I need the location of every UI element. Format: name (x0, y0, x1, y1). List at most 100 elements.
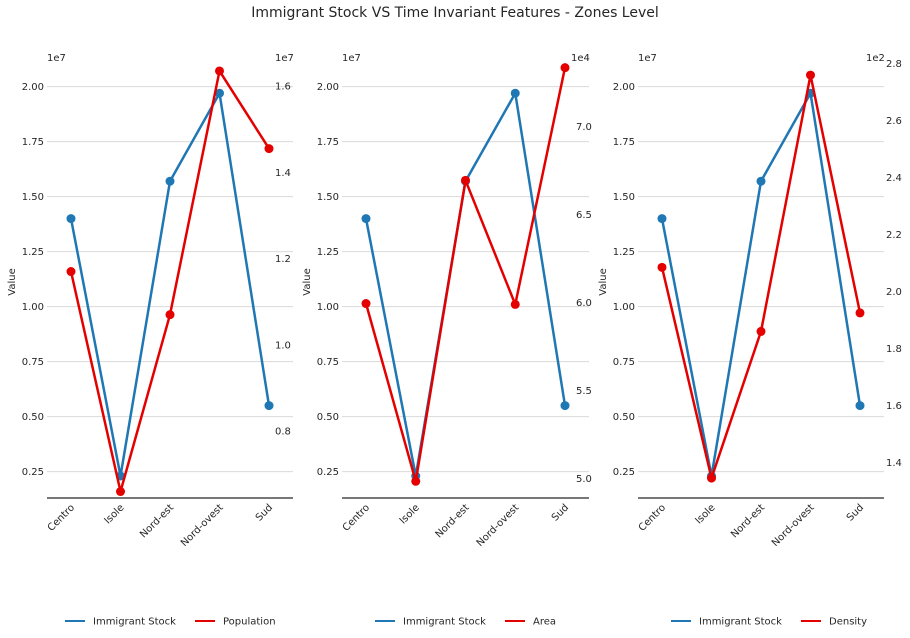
y-offset-left: 1e7 (342, 53, 361, 64)
y-tick-label-right: 6.5 (576, 210, 592, 221)
legend-label: Area (533, 617, 556, 628)
chart-panel-1: 0.25 0.50 0.75 1.00 1.25 1.50 1.75 2.00 0.8 1.0 1.… (7, 53, 294, 628)
series-line-immigrant-stock (364, 91, 567, 478)
data-point-immigrant-stock (361, 214, 371, 224)
x-tick-label: Sud (254, 502, 275, 523)
data-point-area (411, 476, 421, 486)
y-tick-label-right: 5.5 (576, 386, 592, 397)
y-tick-label-left: 1.75 (22, 137, 44, 148)
data-point-population (165, 310, 175, 320)
data-point-immigrant-stock (264, 401, 274, 411)
x-tick-label: Nord-est (729, 502, 767, 540)
legend-label: Density (829, 617, 867, 628)
y-tick-label-right: 5.0 (576, 474, 592, 485)
x-tick-label: Centro (46, 502, 77, 533)
y-offset-left: 1e7 (638, 53, 657, 64)
y-axis-label: Value (7, 268, 18, 295)
y-tick-label-left: 1.50 (613, 192, 635, 203)
y-tick-label-right: 7.0 (576, 122, 592, 133)
y-tick-label-right: 1.2 (275, 254, 291, 265)
data-point-area (560, 63, 570, 73)
y-tick-label-left: 1.00 (317, 302, 339, 313)
x-tick-label: Isole (102, 502, 126, 526)
series-line-population (69, 69, 271, 493)
y-tick-label-left: 1.25 (22, 247, 44, 258)
x-tick-label: Nord-ovest (770, 502, 817, 549)
y-tick-label-left: 0.25 (317, 467, 339, 478)
data-point-immigrant-stock (66, 214, 76, 224)
y-tick-label-left: 0.75 (317, 357, 339, 368)
y-tick-label-right: 6.0 (576, 298, 592, 309)
y-tick-label-right: 2.6 (886, 116, 902, 127)
series-line-density (660, 73, 862, 480)
y-tick-label-right: 1.4 (275, 168, 291, 179)
data-point-area (510, 299, 520, 309)
y-tick-label-left: 2.00 (317, 82, 339, 93)
y-tick-label-right: 1.0 (275, 340, 291, 351)
y-tick-label-right: 1.6 (275, 82, 291, 93)
x-tick-label: Nord-est (138, 502, 176, 540)
data-point-area (461, 175, 470, 185)
legend-label: Immigrant Stock (403, 617, 486, 628)
x-tick-label: Isole (693, 502, 717, 526)
data-point-immigrant-stock (560, 401, 570, 411)
y-tick-label-left: 0.50 (317, 412, 339, 423)
data-point-density (806, 70, 815, 80)
data-point-population (215, 66, 224, 76)
y-tick-label-left: 0.75 (22, 357, 44, 368)
y-tick-label-left: 1.00 (613, 302, 635, 313)
x-tick-label: Sud (845, 502, 866, 523)
y-tick-label-left: 1.00 (22, 302, 44, 313)
y-tick-label-right: 1.6 (886, 401, 902, 412)
x-tick-label: Isole (398, 502, 422, 526)
x-tick-label: Nord-est (434, 502, 472, 540)
y-tick-label-left: 1.25 (317, 247, 339, 258)
y-tick-label-left: 0.25 (22, 467, 44, 478)
y-tick-label-right: 2.8 (886, 59, 902, 70)
legend-label: Immigrant Stock (93, 617, 176, 628)
data-point-area (361, 299, 371, 309)
data-point-density (756, 326, 766, 336)
chart-panel-2: 0.25 0.50 0.75 1.00 1.25 1.50 1.75 2.00 5.0 5.5 6.… (302, 53, 592, 628)
y-axis-label: Value (302, 268, 313, 295)
data-point-density (707, 473, 716, 483)
y-tick-label-left: 1.75 (317, 137, 339, 148)
y-tick-label-right: 1.8 (886, 344, 902, 355)
figure-title: Immigrant Stock VS Time Invariant Featur… (251, 5, 659, 21)
series-line-area (364, 67, 567, 483)
y-tick-label-left: 2.00 (22, 82, 44, 93)
y-tick-label-left: 1.25 (613, 247, 635, 258)
y-tick-label-right: 0.8 (275, 427, 291, 438)
y-tick-label-left: 1.50 (22, 192, 44, 203)
data-point-immigrant-stock (855, 401, 865, 411)
series-line-immigrant-stock (69, 91, 271, 478)
data-point-density (657, 262, 667, 272)
x-tick-label: Nord-ovest (179, 502, 226, 549)
data-point-population (66, 267, 76, 277)
y-offset-left: 1e7 (47, 53, 66, 64)
legend-label: Immigrant Stock (699, 617, 782, 628)
y-tick-label-left: 2.00 (613, 82, 635, 93)
y-tick-label-right: 2.0 (886, 287, 902, 298)
y-tick-label-left: 0.75 (613, 357, 635, 368)
data-point-population (264, 144, 274, 154)
x-tick-label: Centro (637, 502, 668, 533)
y-offset-right: 1e2 (866, 53, 885, 64)
y-tick-label-right: 2.2 (886, 230, 902, 241)
data-point-immigrant-stock (657, 214, 667, 224)
y-tick-label-left: 1.75 (613, 137, 635, 148)
data-point-population (116, 487, 125, 497)
y-tick-label-left: 0.50 (613, 412, 635, 423)
y-tick-label-left: 1.50 (317, 192, 339, 203)
data-point-immigrant-stock (165, 176, 175, 186)
y-offset-right: 1e4 (571, 53, 590, 64)
series-line-immigrant-stock (660, 91, 862, 478)
data-point-density (855, 308, 865, 318)
y-tick-label-left: 0.50 (22, 412, 44, 423)
chart-panel-3: 0.25 0.50 0.75 1.00 1.25 1.50 1.75 2.00 1.4 1.6 1.… (598, 53, 902, 628)
y-axis-label: Value (598, 268, 609, 295)
data-point-immigrant-stock (215, 88, 224, 98)
data-point-immigrant-stock (510, 88, 520, 98)
y-tick-label-right: 2.4 (886, 173, 902, 184)
y-offset-right: 1e7 (275, 53, 294, 64)
